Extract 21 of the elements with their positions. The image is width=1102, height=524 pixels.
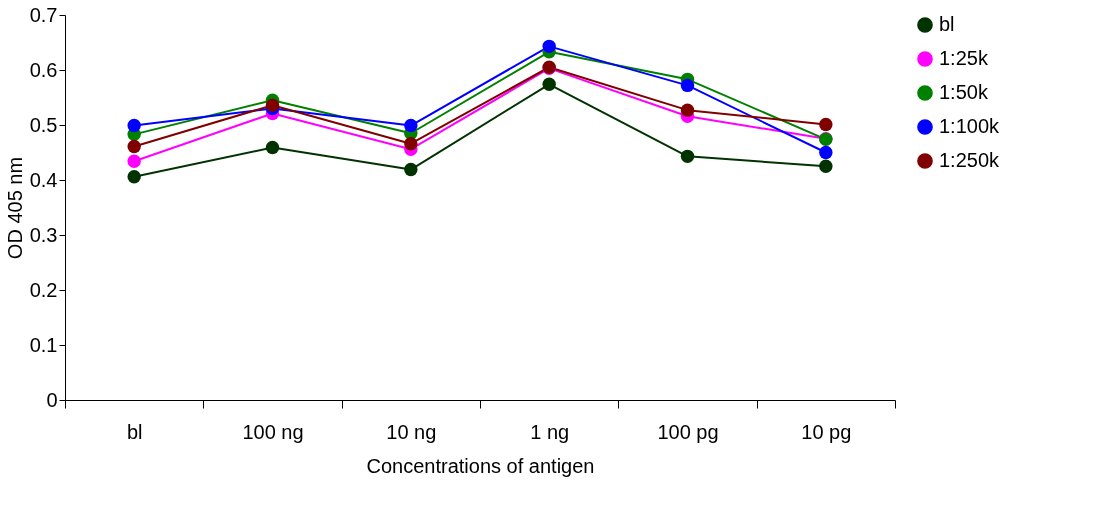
x-tick-label: 10 ng <box>386 420 437 443</box>
y-tick-label: 0.1 <box>29 333 58 356</box>
y-axis-title: OD 405 nm <box>3 156 26 260</box>
y-tick-label: 0.5 <box>29 113 58 136</box>
x-tick-label: bl <box>126 420 143 443</box>
x-tick-label: 100 pg <box>657 420 719 443</box>
y-tick-label: 0 <box>46 388 58 411</box>
legend-label: 1:100k <box>939 115 1001 137</box>
legend-label: 1:25k <box>939 47 989 69</box>
x-axis-title: Concentrations of antigen <box>366 454 595 477</box>
y-tick-label: 0.6 <box>29 58 58 81</box>
x-tick-label: 100 ng <box>242 420 304 443</box>
x-tick-label: 1 ng <box>530 420 570 443</box>
legend-label: 1:250k <box>939 149 1001 171</box>
legend-label: 1:50k <box>939 81 989 103</box>
legend-label: bl <box>939 13 955 35</box>
y-tick-label: 0.7 <box>29 3 58 26</box>
y-tick-label: 0.2 <box>29 278 58 301</box>
y-tick-label: 0.4 <box>29 168 58 191</box>
y-tick-label: 0.3 <box>29 223 58 246</box>
x-tick-label: 10 pg <box>801 420 852 443</box>
